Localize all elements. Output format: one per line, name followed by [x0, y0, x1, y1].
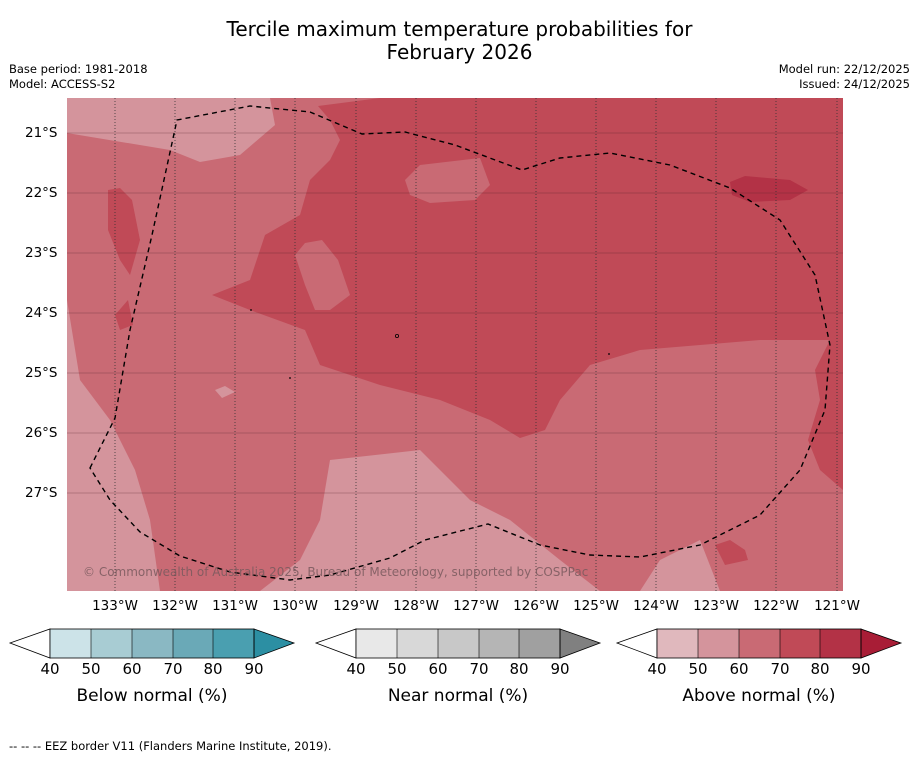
lat-tick-label: 27°S — [25, 485, 58, 501]
lon-tick-label: 130°W — [272, 598, 318, 614]
lat-tick-label: 25°S — [25, 365, 58, 381]
region-70-80-patch — [115, 300, 133, 330]
footer-note: -- -- -- EEZ border V11 (Flanders Marine… — [9, 739, 332, 753]
colorbar-title-above: Above normal (%) — [682, 686, 836, 706]
lat-tick-label: 22°S — [25, 185, 58, 201]
base-period: Base period: 1981-2018 — [9, 62, 148, 76]
region-50-60-west — [67, 300, 160, 591]
latitude-lines — [67, 132, 843, 494]
lon-tick-label: 129°W — [333, 598, 379, 614]
title-line-1: Tercile maximum temperature probabilitie… — [226, 17, 693, 41]
colorbar-tick: 70 — [163, 660, 183, 678]
lon-tick-label: 131°W — [212, 598, 258, 614]
colorbar-tick: 40 — [40, 660, 60, 678]
colorbar-tick: 70 — [770, 660, 790, 678]
colorbar-tick: 90 — [244, 660, 264, 678]
lon-tick-label: 125°W — [573, 598, 619, 614]
colorbar-tick: 40 — [647, 660, 667, 678]
metadata-left: Base period: 1981-2018 Model: ACCESS-S2 — [9, 62, 148, 92]
colorbar-tick: 40 — [346, 660, 366, 678]
lon-tick-label: 123°W — [693, 598, 739, 614]
island-dot — [608, 353, 610, 355]
colorbar-tick: 60 — [428, 660, 448, 678]
region-70-80-east — [808, 340, 843, 490]
colorbar-tick: 80 — [810, 660, 830, 678]
colorbar-title-near: Near normal (%) — [387, 686, 529, 706]
issued-date: Issued: 24/12/2025 — [799, 77, 910, 91]
colorbar-tick: 50 — [387, 660, 407, 678]
pocket-60-70-west — [295, 240, 350, 310]
colorbar-title-below: Below normal (%) — [76, 686, 228, 706]
island-marker — [394, 333, 399, 338]
region-70-80-southeast — [715, 540, 748, 565]
island-dot — [289, 377, 291, 379]
lon-tick-label: 124°W — [633, 598, 679, 614]
lon-tick-label: 132°W — [152, 598, 198, 614]
lon-tick-label: 126°W — [513, 598, 559, 614]
lon-tick-label: 128°W — [393, 598, 439, 614]
lon-tick-label: 121°W — [814, 598, 860, 614]
lat-tick-label: 26°S — [25, 425, 58, 441]
eez-border — [89, 105, 831, 581]
region-50-60-southeast — [640, 540, 720, 591]
pocket-60-70-north — [405, 158, 490, 203]
colorbar-tick: 80 — [203, 660, 223, 678]
colorbar-near-normal — [314, 628, 602, 659]
colorbar-below-normal — [8, 628, 296, 659]
colorbar-tick: 70 — [469, 660, 489, 678]
colorbar-tick: 50 — [81, 660, 101, 678]
colorbar-tick: 90 — [851, 660, 871, 678]
model-name: Model: ACCESS-S2 — [9, 77, 116, 91]
colorbar-tick: 80 — [509, 660, 529, 678]
model-run: Model run: 22/12/2025 — [778, 62, 910, 76]
metadata-right: Model run: 22/12/2025 Issued: 24/12/2025 — [779, 62, 910, 92]
chart-title: Tercile maximum temperature probabilitie… — [0, 18, 919, 64]
probability-map — [67, 98, 843, 591]
lat-tick-label: 23°S — [25, 245, 58, 261]
region-50-60-south — [260, 450, 600, 591]
lon-tick-label: 127°W — [453, 598, 499, 614]
lon-tick-label: 122°W — [753, 598, 799, 614]
island-dot — [250, 309, 252, 311]
colorbar-tick: 90 — [550, 660, 570, 678]
colorbar-tick: 60 — [729, 660, 749, 678]
region-70-80-main — [212, 98, 843, 438]
graticule — [114, 98, 838, 591]
lat-tick-label: 24°S — [25, 305, 58, 321]
colorbar-tick: 50 — [688, 660, 708, 678]
lat-tick-label: 21°S — [25, 125, 58, 141]
title-line-2: February 2026 — [386, 40, 533, 64]
lon-tick-label: 133°W — [92, 598, 138, 614]
colorbar-tick: 60 — [122, 660, 142, 678]
region-80-90 — [730, 176, 808, 202]
region-50-60-north — [67, 98, 275, 162]
colorbar-above-normal — [615, 628, 903, 659]
patch-50-60 — [215, 386, 235, 398]
copyright-notice: © Commonwealth of Australia 2025, Bureau… — [83, 565, 589, 579]
